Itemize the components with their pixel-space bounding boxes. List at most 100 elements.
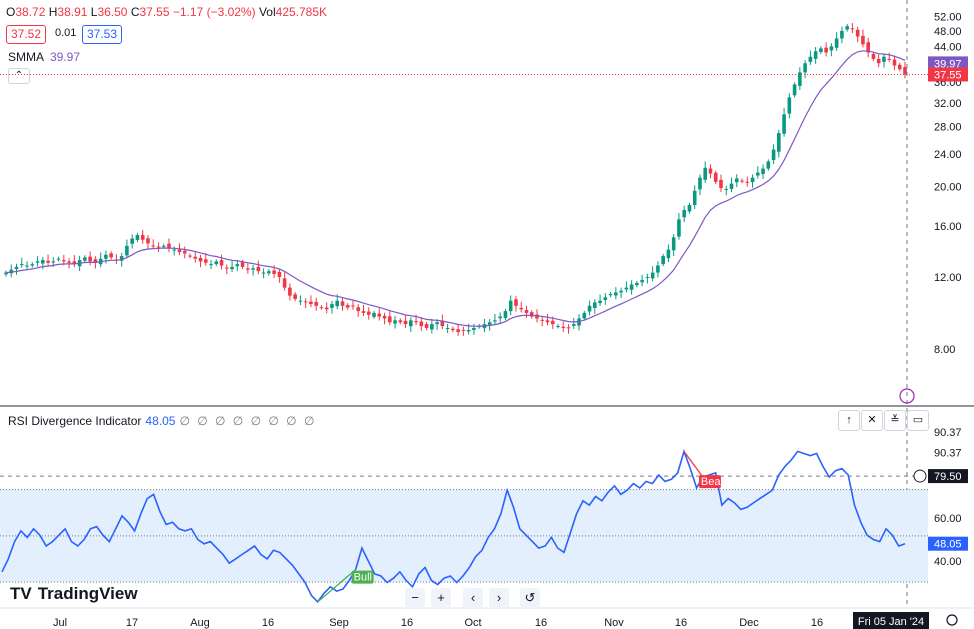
candle <box>650 272 655 279</box>
candle <box>656 265 660 273</box>
spread-value: 0.01 <box>55 27 77 39</box>
candle <box>724 188 729 190</box>
candle <box>419 321 424 327</box>
move-pane-up-button[interactable]: ↑ <box>838 410 860 431</box>
zoom-out-button[interactable]: − <box>405 588 425 608</box>
candle <box>524 310 529 313</box>
rsi-pane[interactable]: Bull Bear <box>0 448 928 604</box>
candle <box>282 278 287 288</box>
price-tick-label: 52.00 <box>934 12 962 24</box>
rsi-title: RSI Divergence Indicator <box>8 414 142 428</box>
candle <box>135 235 140 240</box>
candle <box>598 300 602 304</box>
candle <box>861 35 865 45</box>
candle <box>19 264 24 266</box>
candle <box>687 205 692 212</box>
maximize-pane-button[interactable]: ▭ <box>907 410 929 431</box>
candle <box>845 26 849 30</box>
candle <box>272 270 276 275</box>
candle <box>440 320 445 327</box>
zoom-in-button[interactable]: + <box>431 588 451 608</box>
candle <box>377 313 382 317</box>
crosshair-time-tag <box>853 612 929 629</box>
time-axis[interactable]: Jul 17 Aug 16 Sep 16 Oct 16 Nov 16 Dec 16 Fri 05 Jan… <box>53 612 958 629</box>
candle <box>14 266 19 270</box>
close-pane-button[interactable]: ✕ <box>861 410 883 431</box>
candle <box>393 320 397 324</box>
candle <box>314 301 318 306</box>
candle <box>51 261 56 263</box>
collapse-pane-button[interactable]: ≚ <box>884 410 906 431</box>
smma-legend[interactable]: SMMA 39.97 <box>8 50 80 64</box>
time-tick-label: Oct <box>464 617 481 629</box>
price-tick-label: 28.00 <box>934 122 962 134</box>
candle <box>382 315 387 319</box>
candle <box>62 260 66 262</box>
candle <box>645 276 650 278</box>
candle <box>198 258 203 262</box>
buy-button[interactable]: 37.53 <box>82 25 123 44</box>
candle <box>866 42 870 53</box>
candle <box>456 329 460 333</box>
reset-chart-button[interactable]: ↺ <box>520 588 540 608</box>
candle <box>319 307 324 309</box>
rsi-legend[interactable]: RSI Divergence Indicator 48.05 ∅ ∅ ∅ ∅ ∅ ∅… <box>8 414 316 428</box>
candle <box>372 312 376 317</box>
candle <box>167 243 171 249</box>
candle <box>582 312 587 319</box>
candle <box>230 266 234 270</box>
low-label: L <box>90 5 98 19</box>
candle <box>125 245 129 256</box>
candle <box>892 59 897 66</box>
candle <box>629 284 634 290</box>
candle <box>35 261 40 263</box>
divergence-tag-label: Bull <box>354 572 372 584</box>
candle <box>487 322 492 325</box>
candle <box>798 72 802 86</box>
candle <box>624 287 629 290</box>
time-tick-label: Sep <box>329 617 349 629</box>
sell-button[interactable]: 37.52 <box>6 25 47 44</box>
candle <box>46 260 50 263</box>
candle <box>335 300 340 307</box>
candle <box>619 290 623 293</box>
rsi-top-label: 90.37 <box>934 427 962 439</box>
candle <box>403 320 408 325</box>
time-tick-label: 16 <box>535 617 547 629</box>
candle <box>172 249 177 251</box>
candle <box>587 305 592 312</box>
candle <box>193 256 198 259</box>
candle <box>104 254 108 259</box>
candle <box>356 307 361 312</box>
price-tick-label: 16.00 <box>934 221 962 233</box>
scroll-back-button[interactable]: ‹ <box>463 588 483 608</box>
collapse-legend-button[interactable]: ⌃ <box>8 68 30 84</box>
candle <box>803 63 807 73</box>
candle <box>750 177 755 183</box>
candle <box>871 53 876 59</box>
last-price-tag-label: 37.55 <box>934 69 962 81</box>
candle <box>876 58 881 64</box>
candle <box>398 320 403 323</box>
candle <box>808 56 813 62</box>
main-pane[interactable] <box>0 0 974 609</box>
candle <box>834 38 839 48</box>
candle <box>882 56 886 62</box>
candle <box>561 326 566 329</box>
rsi-tick-label: 60.00 <box>934 513 962 525</box>
candle <box>25 265 29 267</box>
candle <box>887 58 892 60</box>
candle <box>303 301 308 303</box>
price-tick-label: 12.00 <box>934 272 962 284</box>
candle <box>251 268 255 270</box>
scroll-forward-button[interactable]: › <box>489 588 509 608</box>
candle <box>529 312 534 317</box>
price-axis[interactable]: 8.0012.0016.0020.0024.0028.0032.0036.004… <box>913 12 968 568</box>
candle <box>83 257 87 261</box>
candle <box>608 294 613 296</box>
candle <box>819 48 823 52</box>
tradingview-logo[interactable]: TV TradingView <box>10 584 138 604</box>
candle <box>161 245 166 247</box>
candle <box>734 178 739 183</box>
